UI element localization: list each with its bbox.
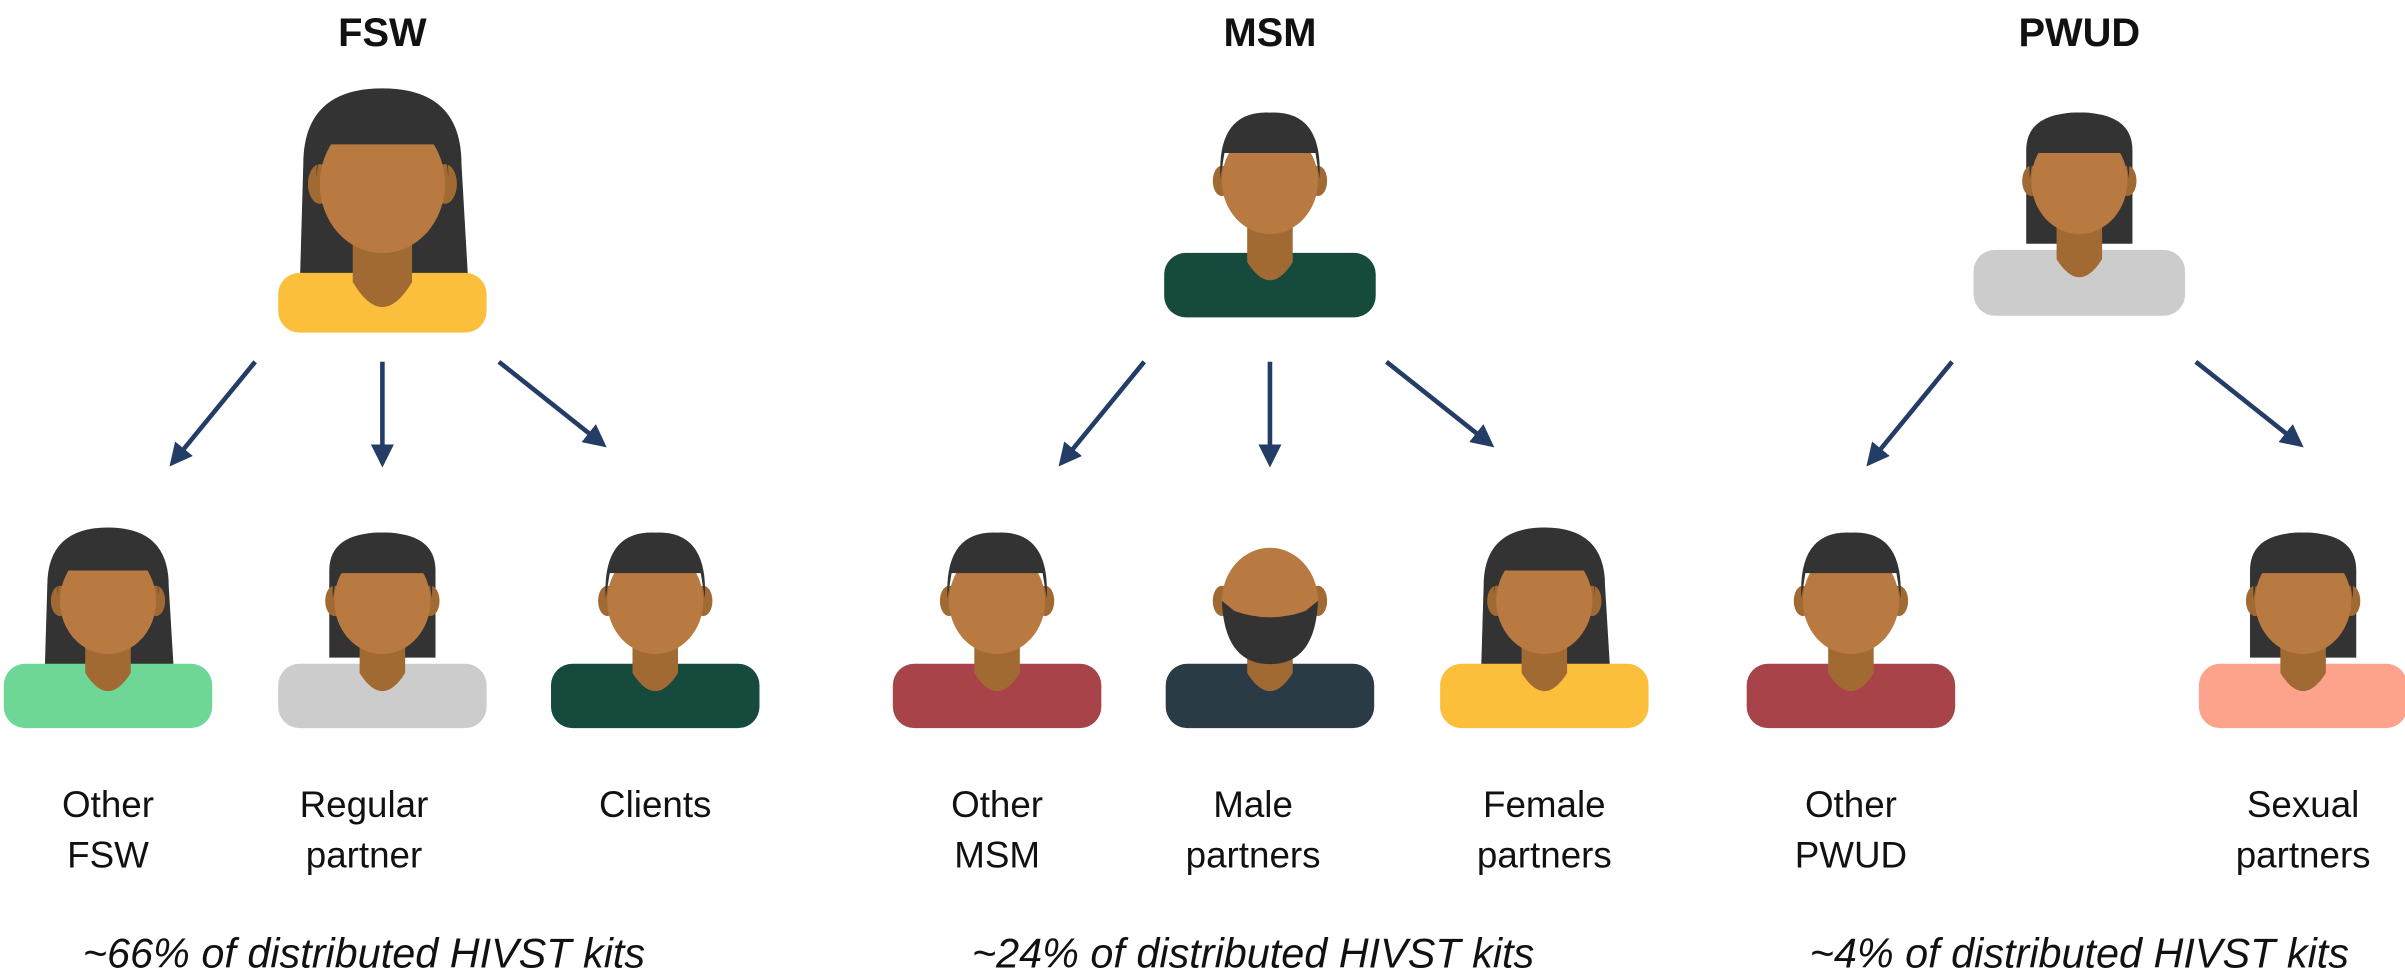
arrow bbox=[172, 362, 255, 463]
arrow bbox=[1869, 362, 1952, 463]
arrow bbox=[1386, 362, 1490, 445]
child-label: Other bbox=[62, 784, 154, 825]
child-label: partners bbox=[1186, 835, 1321, 876]
child-label: partners bbox=[1477, 835, 1612, 876]
person-icon bbox=[278, 533, 486, 729]
child-label: PWUD bbox=[1795, 835, 1907, 876]
child-label: MSM bbox=[954, 835, 1040, 876]
person-icon bbox=[1166, 548, 1374, 728]
child-label: Other bbox=[951, 784, 1043, 825]
caption: ~66% of distributed HIVST kits bbox=[83, 930, 645, 976]
child-label: Male bbox=[1213, 784, 1293, 825]
child-label: Regular bbox=[300, 784, 429, 825]
group-title: PWUD bbox=[2018, 11, 2140, 55]
person-icon bbox=[1440, 528, 1648, 729]
child-label: partner bbox=[306, 835, 423, 876]
person-icon bbox=[1974, 113, 2186, 316]
person-icon bbox=[2199, 533, 2405, 729]
child-label: partners bbox=[2236, 835, 2371, 876]
group-title: MSM bbox=[1223, 11, 1316, 55]
child-label: Other bbox=[1805, 784, 1897, 825]
person-icon bbox=[278, 88, 486, 332]
caption: ~24% of distributed HIVST kits bbox=[972, 930, 1534, 976]
child-label: Female bbox=[1483, 784, 1606, 825]
person-icon bbox=[1164, 113, 1376, 318]
person-icon bbox=[893, 533, 1101, 729]
arrow bbox=[1061, 362, 1144, 463]
page: FSW Other FSW Regular partner Clients ~66% of … bbox=[0, 0, 2405, 978]
person-icon bbox=[551, 533, 759, 729]
arrow bbox=[2196, 362, 2300, 445]
caption: ~4% of distributed HIVST kits bbox=[1810, 930, 2349, 976]
child-label: Clients bbox=[599, 784, 711, 825]
person-icon bbox=[1747, 533, 1955, 729]
child-label: FSW bbox=[67, 835, 149, 876]
diagram: FSW Other FSW Regular partner Clients ~66% of … bbox=[0, 0, 2405, 978]
group-title: FSW bbox=[338, 11, 427, 55]
arrow bbox=[499, 362, 603, 445]
child-label: Sexual bbox=[2247, 784, 2359, 825]
person-icon bbox=[4, 528, 212, 729]
